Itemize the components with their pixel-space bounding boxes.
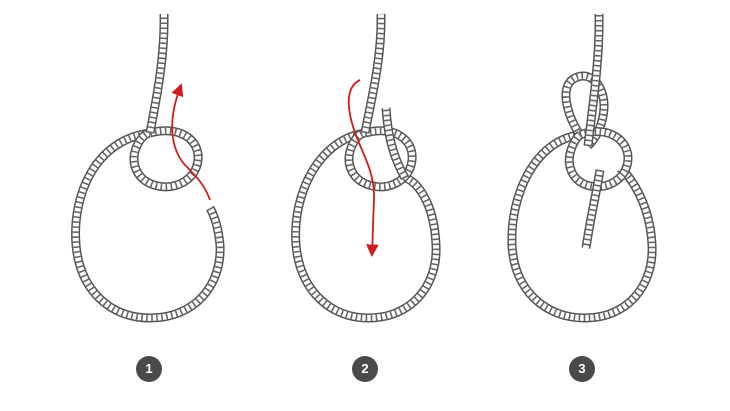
step-1-big-loop: [71, 128, 225, 323]
step-1-standing-part: [145, 13, 169, 134]
step-3-number: 3: [578, 361, 586, 376]
step-1-number: 1: [145, 361, 153, 376]
step-3-small-loop: [564, 127, 633, 192]
step-1-illustration: [71, 13, 225, 323]
step-2-working-end: [381, 107, 409, 181]
step-3-big-loop: [507, 130, 657, 323]
step-1-small-loop: [129, 126, 203, 192]
step-2-badge: 2: [352, 356, 378, 382]
step-2-illustration: [291, 13, 441, 323]
step-1-badge: 1: [136, 356, 162, 382]
step-2-arrow: [347, 79, 379, 258]
step-3-badge: 3: [569, 356, 595, 382]
step-3-standing-part: [583, 13, 604, 147]
step-2-big-loop: [291, 128, 441, 323]
step-2-number: 2: [361, 361, 369, 376]
step-3-tail: [581, 169, 605, 249]
step-3-illustration: [507, 13, 657, 323]
step-2-standing-part: [360, 13, 386, 134]
step-1-arrow: [171, 83, 211, 201]
